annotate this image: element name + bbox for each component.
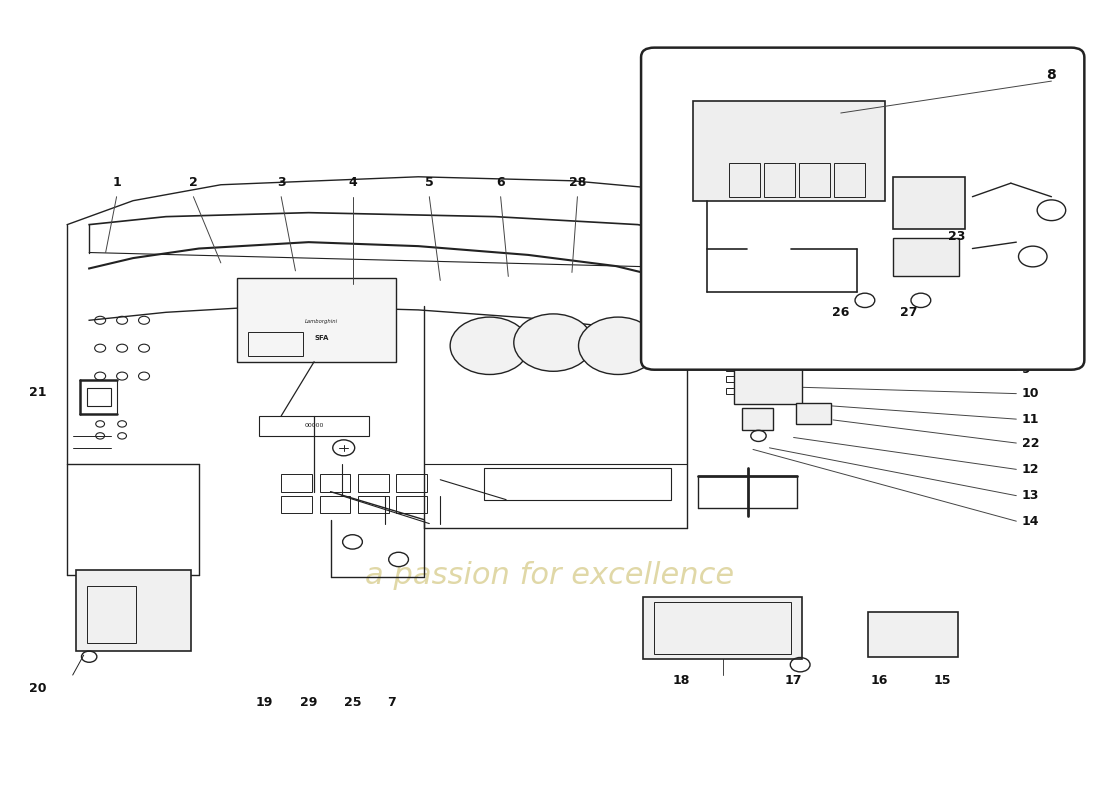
Text: 8: 8 (1046, 68, 1056, 82)
FancyBboxPatch shape (238, 278, 396, 362)
Circle shape (450, 317, 529, 374)
Text: 22: 22 (1022, 437, 1040, 450)
Text: 7: 7 (387, 697, 396, 710)
FancyBboxPatch shape (742, 408, 772, 430)
Text: SFA: SFA (315, 335, 329, 341)
FancyBboxPatch shape (893, 177, 965, 229)
Text: 28: 28 (569, 176, 586, 189)
Text: 25: 25 (343, 697, 361, 710)
FancyBboxPatch shape (868, 612, 958, 657)
FancyBboxPatch shape (735, 354, 802, 404)
Text: 10: 10 (1022, 387, 1040, 400)
Circle shape (514, 314, 593, 371)
FancyBboxPatch shape (76, 570, 191, 651)
Text: 19: 19 (256, 697, 273, 710)
Text: a passion for excellence: a passion for excellence (365, 561, 735, 590)
FancyBboxPatch shape (795, 403, 830, 424)
FancyBboxPatch shape (641, 48, 1085, 370)
Text: 6: 6 (496, 176, 505, 189)
Text: 29: 29 (300, 697, 317, 710)
Text: 23: 23 (948, 230, 966, 243)
Text: 00000: 00000 (305, 423, 323, 428)
Text: 14: 14 (1022, 514, 1040, 528)
FancyBboxPatch shape (693, 101, 884, 201)
Text: 18: 18 (673, 674, 691, 687)
Text: Lamborghini: Lamborghini (305, 319, 339, 324)
Text: 9: 9 (1022, 363, 1031, 376)
Text: 20: 20 (29, 682, 46, 695)
Text: 15: 15 (934, 674, 952, 687)
Text: 5: 5 (425, 176, 433, 189)
Text: 21: 21 (29, 386, 46, 398)
Text: 2: 2 (189, 176, 198, 189)
Text: 27: 27 (900, 306, 917, 319)
Text: 1: 1 (112, 176, 121, 189)
FancyBboxPatch shape (893, 238, 959, 277)
Text: 3: 3 (277, 176, 286, 189)
FancyBboxPatch shape (644, 597, 802, 659)
Text: 12: 12 (1022, 463, 1040, 476)
Text: 13: 13 (1022, 489, 1040, 502)
Text: 4: 4 (348, 176, 356, 189)
Text: 26: 26 (832, 306, 849, 319)
Text: GS: GS (887, 133, 1025, 221)
Text: 17: 17 (784, 674, 802, 687)
Text: 11: 11 (1022, 413, 1040, 426)
Circle shape (579, 317, 658, 374)
Text: 16: 16 (870, 674, 888, 687)
